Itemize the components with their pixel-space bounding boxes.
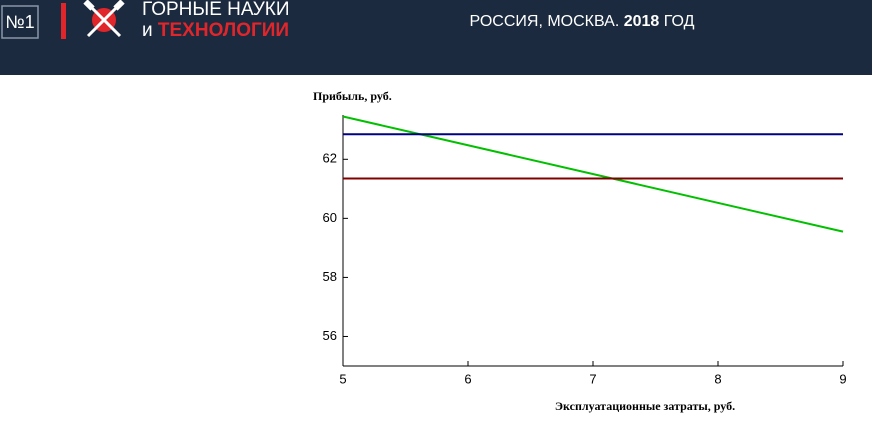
issue: №1: [5, 12, 34, 32]
x-tick-label: 5: [339, 371, 346, 386]
issue-box: [1, 5, 39, 39]
year: 2018: [624, 13, 660, 30]
y-tick-label: 60: [323, 210, 337, 225]
location-line: РОССИЯ, МОСКВА. 2018 ГОД: [470, 13, 695, 30]
x-tick-label: 7: [589, 371, 596, 386]
x-tick-label: 9: [839, 371, 846, 386]
header-band: [0, 0, 872, 75]
y-tick-label: 58: [323, 269, 337, 284]
brand-line2: и ТЕХНОЛОГИИ: [142, 20, 289, 41]
y-axis-label: Прибыль, руб.: [313, 89, 392, 103]
x-tick-label: 8: [714, 371, 721, 386]
y-tick-label: 56: [323, 328, 337, 343]
year-suffix: ГОД: [664, 13, 695, 30]
x-axis-label: Эксплуатационные затраты, руб.: [555, 399, 735, 413]
y-tick-label: 62: [323, 151, 337, 166]
location: РОССИЯ, МОСКВА.: [470, 13, 620, 30]
brand-line1: ГОРНЫЕ НАУКИ: [142, 0, 290, 20]
brand-prefix: и: [142, 20, 153, 41]
x-tick-label: 6: [464, 371, 471, 386]
logo: [83, 0, 125, 38]
series-line: [342, 115, 844, 233]
accent-bar: [61, 3, 66, 39]
brand-accent: ТЕХНОЛОГИИ: [158, 20, 289, 41]
